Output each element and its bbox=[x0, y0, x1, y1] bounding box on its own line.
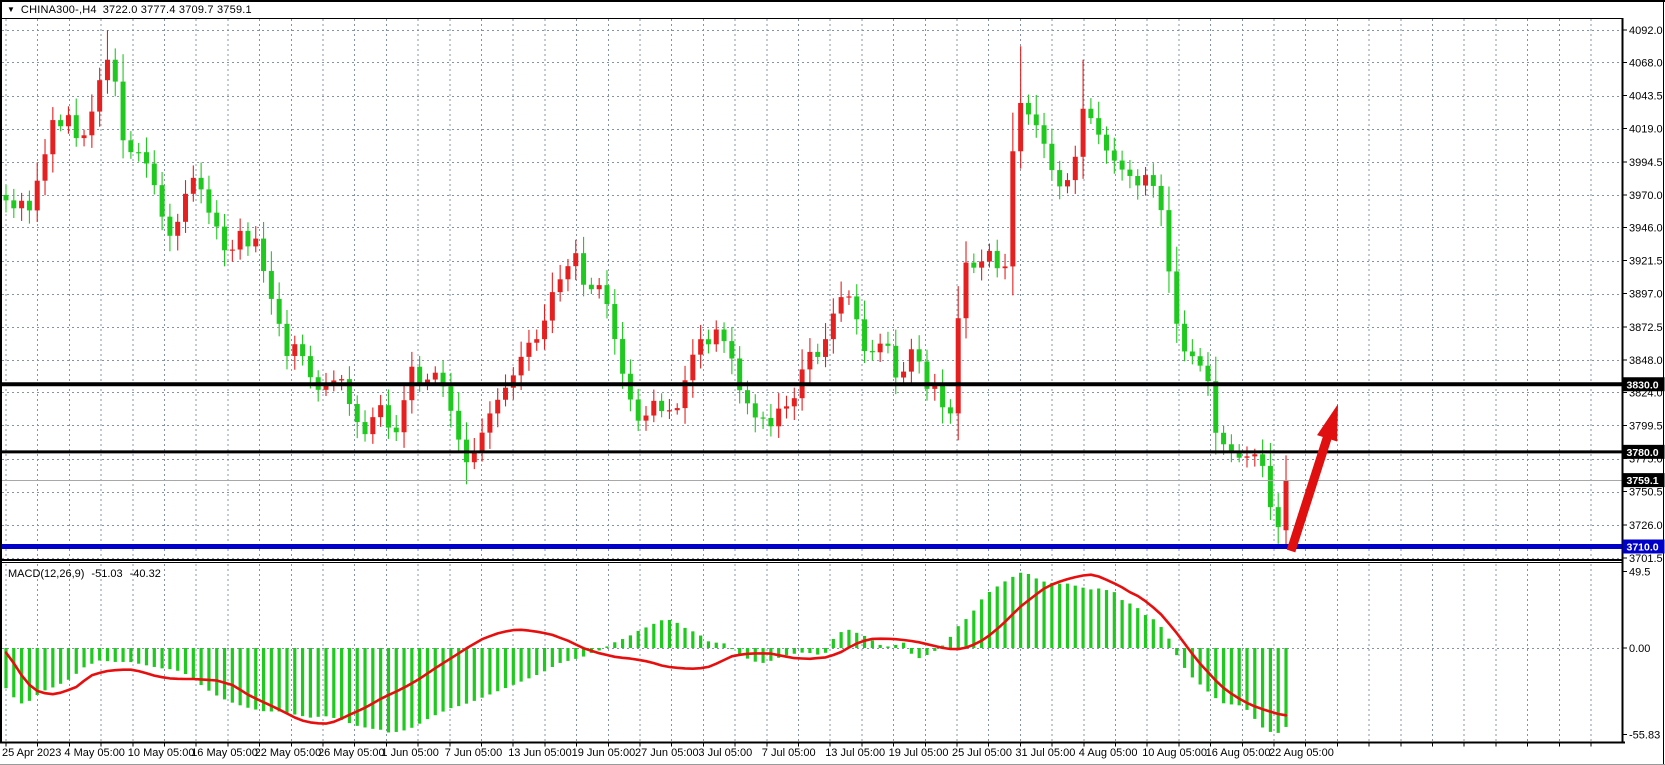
time-label: 27 Jun 05:00 bbox=[635, 747, 699, 759]
macd-indicator-label: MACD(12,26,9) -51.03 -40.32 bbox=[8, 567, 161, 580]
time-label: 7 Jul 05:00 bbox=[762, 747, 816, 759]
symbol-period-label: CHINA300-,H4 bbox=[20, 3, 97, 16]
svg-text:49.5: 49.5 bbox=[1629, 566, 1650, 578]
svg-text:0.00: 0.00 bbox=[1629, 643, 1650, 655]
ohlc-summary-label: 3722.0 3777.4 3709.7 3759.1 bbox=[102, 3, 252, 16]
svg-text:3848.0: 3848.0 bbox=[1629, 355, 1663, 367]
svg-text:-55.83: -55.83 bbox=[1629, 729, 1660, 741]
time-label: 13 Jun 05:00 bbox=[508, 747, 572, 759]
macd-params-label: MACD(12,26,9) bbox=[8, 567, 85, 580]
svg-text:3946.0: 3946.0 bbox=[1629, 222, 1663, 234]
macd-layer bbox=[4, 572, 1288, 733]
svg-text:3872.5: 3872.5 bbox=[1629, 322, 1663, 334]
macd-signal-value: -40.32 bbox=[129, 567, 161, 580]
chart-title-bar: ▼ CHINA300-,H4 3722.0 3777.4 3709.7 3759… bbox=[0, 1, 1622, 18]
time-label: 3 Jul 05:00 bbox=[698, 747, 752, 759]
time-label: 10 Aug 05:00 bbox=[1142, 747, 1207, 759]
time-label: 19 Jun 05:00 bbox=[572, 747, 636, 759]
svg-text:3701.5: 3701.5 bbox=[1629, 553, 1663, 565]
svg-text:3780.0: 3780.0 bbox=[1627, 447, 1659, 459]
time-label: 25 Apr 2023 bbox=[2, 747, 61, 759]
time-label: 1 Jun 05:00 bbox=[381, 747, 439, 759]
time-label: 19 Jul 05:00 bbox=[889, 747, 949, 759]
svg-text:3897.0: 3897.0 bbox=[1629, 289, 1663, 301]
svg-text:4068.0: 4068.0 bbox=[1629, 57, 1663, 69]
time-label: 16 Aug 05:00 bbox=[1206, 747, 1271, 759]
time-label: 4 May 05:00 bbox=[64, 747, 125, 759]
macd-value: -51.03 bbox=[91, 567, 123, 580]
trend-arrow-annotation[interactable] bbox=[1286, 404, 1338, 553]
time-label: 4 Aug 05:00 bbox=[1079, 747, 1138, 759]
svg-text:3921.5: 3921.5 bbox=[1629, 256, 1663, 268]
time-label: 10 May 05:00 bbox=[128, 747, 195, 759]
svg-text:3759.1: 3759.1 bbox=[1627, 475, 1659, 487]
svg-text:4019.0: 4019.0 bbox=[1629, 124, 1663, 136]
svg-text:3830.0: 3830.0 bbox=[1627, 379, 1659, 391]
support-resistance-lines[interactable] bbox=[2, 382, 1622, 550]
time-label: 7 Jun 05:00 bbox=[445, 747, 503, 759]
symbol-dropdown-icon[interactable]: ▼ bbox=[7, 4, 15, 14]
svg-text:3994.5: 3994.5 bbox=[1629, 157, 1663, 169]
time-label: 22 May 05:00 bbox=[255, 747, 322, 759]
svg-text:4043.5: 4043.5 bbox=[1629, 91, 1663, 103]
time-label: 22 Aug 05:00 bbox=[1269, 747, 1334, 759]
svg-text:3710.0: 3710.0 bbox=[1627, 542, 1659, 554]
svg-text:3750.5: 3750.5 bbox=[1629, 487, 1663, 499]
svg-text:3970.0: 3970.0 bbox=[1629, 190, 1663, 202]
grid-layer bbox=[2, 19, 1622, 742]
time-label: 25 Jul 05:00 bbox=[952, 747, 1012, 759]
time-label: 16 May 05:00 bbox=[191, 747, 258, 759]
price-axis[interactable]: 4092.0 4068.0 4043.5 4019.0 3994.5 3970.0 3946… bbox=[1622, 25, 1665, 741]
svg-text:4092.0: 4092.0 bbox=[1629, 25, 1663, 37]
svg-text:3799.5: 3799.5 bbox=[1629, 420, 1663, 432]
time-label: 26 May 05:00 bbox=[318, 747, 385, 759]
candles-layer bbox=[3, 30, 1289, 547]
time-label: 31 Jul 05:00 bbox=[1015, 747, 1075, 759]
svg-text:3726.0: 3726.0 bbox=[1629, 520, 1663, 532]
time-label: 13 Jul 05:00 bbox=[825, 747, 885, 759]
